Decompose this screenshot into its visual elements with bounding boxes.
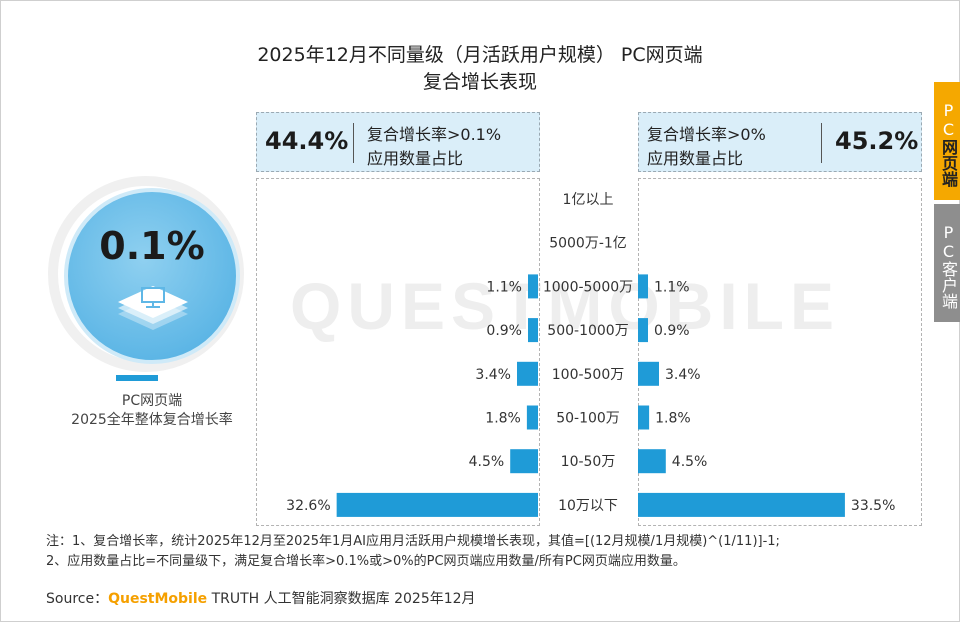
overall-caption-line2: 2025全年整体复合增长率 <box>71 412 233 428</box>
chart-title-line1: 2025年12月不同量级（月活跃用户规模） PC网页端 <box>257 44 703 66</box>
right-bar-label: 3.4% <box>665 367 701 383</box>
category-label: 10万以下 <box>558 498 618 514</box>
summary-left-divider <box>353 123 354 163</box>
right-bar-label: 4.5% <box>672 454 708 470</box>
overall-caption-line1: PC网页端 <box>121 393 183 409</box>
summary-right-value: 45.2% <box>835 127 919 155</box>
left-bar-label: 1.1% <box>486 279 522 295</box>
source-prefix: Source： <box>46 591 109 607</box>
left-bar <box>517 361 538 386</box>
left-bar-label: 4.5% <box>469 454 505 470</box>
tab-pc-client-label: 客户端 <box>939 261 958 309</box>
summary-left-label2: 应用数量占比 <box>367 149 464 168</box>
left-bar-label: 32.6% <box>286 498 330 514</box>
category-label: 5000万-1亿 <box>549 236 627 252</box>
note-line2: 2、应用数量占比=不同量级下，满足复合增长率>0.1%或>0%的PC网页端应用数… <box>46 554 686 569</box>
right-bar-label: 1.8% <box>655 411 691 427</box>
tab-pc-client[interactable]: PC客户端 <box>934 204 960 322</box>
summary-right-label2: 应用数量占比 <box>647 149 744 168</box>
category-label: 1000-5000万 <box>543 279 633 295</box>
summary-left-label1: 复合增长率>0.1% <box>367 125 502 144</box>
right-bar <box>638 492 845 517</box>
chart-title-line2: 复合增长表现 <box>422 71 537 93</box>
right-bar <box>638 449 666 474</box>
left-bar <box>528 318 538 343</box>
left-bar-label: 3.4% <box>475 367 511 383</box>
right-bar-label: 33.5% <box>851 498 895 514</box>
summary-right-label1: 复合增长率>0% <box>647 125 766 144</box>
right-panel <box>638 178 922 526</box>
tab-pc-web[interactable]: PC网页端 <box>934 82 960 200</box>
note-line1: 注：1、复合增长率，统计2025年12月至2025年1月AI应用月活跃用户规模增… <box>46 534 780 549</box>
summary-right-divider <box>821 123 822 163</box>
left-bar-label: 1.8% <box>485 411 521 427</box>
watermark: QUESTMOBILE <box>290 269 841 343</box>
tab-pc-web-prefix: PC <box>939 101 958 139</box>
tab-pc-client-prefix: PC <box>939 223 958 261</box>
left-panel <box>256 178 540 526</box>
left-bar-label: 0.9% <box>486 323 522 339</box>
right-bar <box>638 318 648 343</box>
overall-value: 0.1% <box>99 224 205 268</box>
summary-left-value: 44.4% <box>265 127 349 155</box>
category-label: 1亿以上 <box>563 192 614 208</box>
left-bar <box>526 405 538 430</box>
overall-caption-marker <box>116 375 158 381</box>
right-bar <box>638 361 659 386</box>
summary-left: 44.4% 复合增长率>0.1% 应用数量占比 <box>256 112 540 172</box>
source-rest: TRUTH 人工智能洞察数据库 2025年12月 <box>207 591 476 607</box>
right-bar <box>638 274 648 299</box>
category-label: 50-100万 <box>556 411 620 427</box>
category-label: 10-50万 <box>561 454 616 470</box>
left-bar <box>510 449 538 474</box>
right-bar <box>638 405 650 430</box>
category-label: 100-500万 <box>552 367 625 383</box>
source-brand: QuestMobile <box>108 591 208 607</box>
right-bar-label: 1.1% <box>654 279 690 295</box>
left-bar <box>528 274 538 299</box>
pc-device-icon <box>108 280 198 344</box>
source-line: Source：QuestMobile TRUTH 人工智能洞察数据库 2025年… <box>46 588 476 608</box>
overall-circle <box>64 188 240 364</box>
category-label: 500-1000万 <box>547 323 628 339</box>
tab-pc-web-label: 网页端 <box>939 139 958 187</box>
summary-right: 复合增长率>0% 应用数量占比 45.2% <box>638 112 922 172</box>
right-bar-label: 0.9% <box>654 323 690 339</box>
left-bar <box>336 492 538 517</box>
